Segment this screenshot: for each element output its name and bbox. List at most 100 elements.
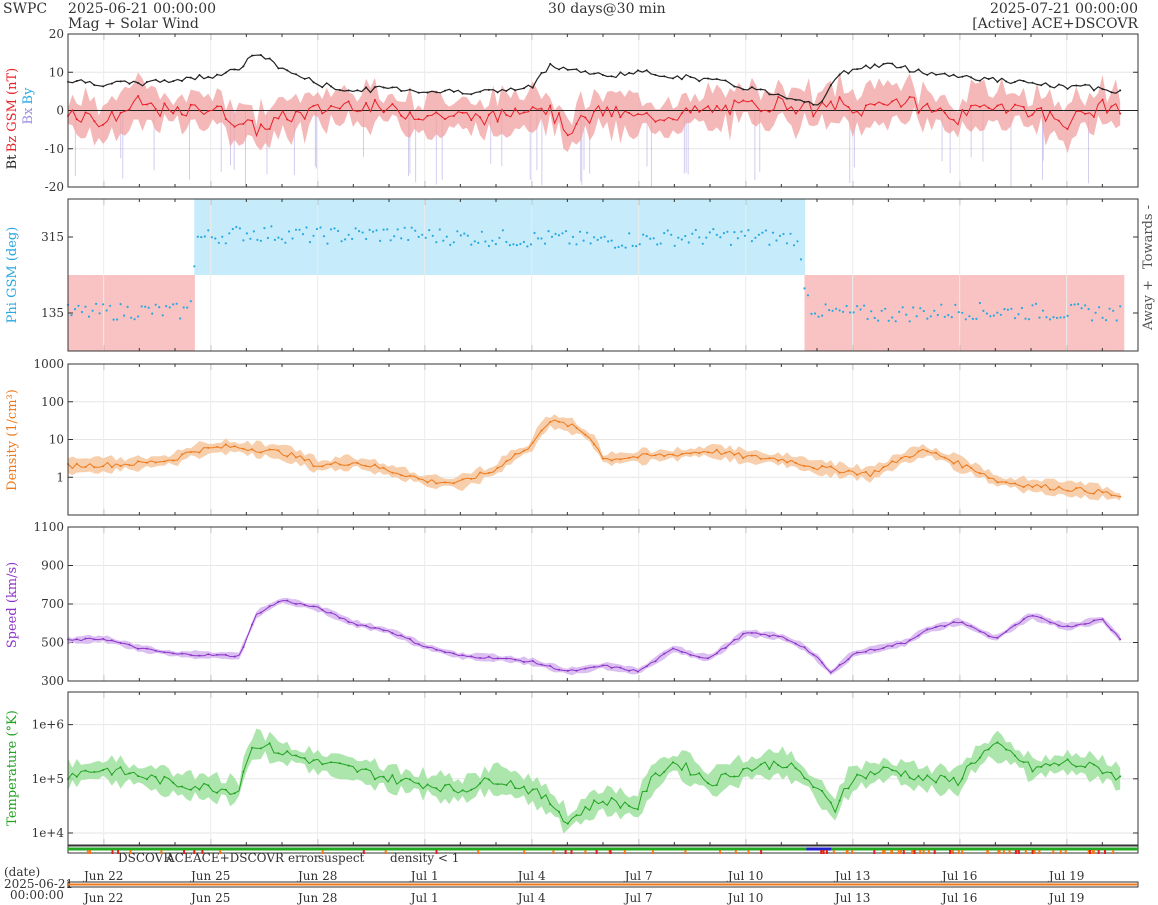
density-point	[584, 433, 587, 436]
temperature-point	[330, 761, 332, 764]
bt-point	[1119, 89, 1122, 92]
density-point	[409, 474, 411, 477]
phi-away-shade	[166, 275, 171, 351]
phi-away-shade	[1113, 275, 1118, 351]
date-tick-label: Jul 4	[516, 869, 546, 883]
phi-toward-shade	[260, 199, 265, 275]
phi-point	[438, 228, 441, 231]
phi-point	[887, 319, 890, 322]
density-point	[356, 461, 359, 464]
temperature-point	[198, 788, 201, 791]
phi-point	[642, 233, 645, 236]
phi-toward-shade	[471, 199, 476, 275]
phi-away-shade	[152, 275, 157, 351]
phi-point	[382, 228, 385, 231]
phi-toward-shade	[797, 199, 802, 275]
phi-point	[326, 242, 329, 245]
temperature-point	[864, 777, 867, 780]
phi-away-shade	[1018, 275, 1023, 351]
bz-point	[917, 111, 920, 114]
speed-point	[1084, 623, 1087, 625]
phi-point	[775, 239, 778, 242]
legend-suspect: suspect	[318, 851, 365, 865]
speed-point	[400, 634, 403, 637]
phi-point	[123, 314, 126, 317]
phi-away-shade	[927, 275, 932, 351]
phi-point	[459, 234, 462, 237]
temperature-point	[128, 772, 131, 775]
bt-point	[189, 76, 192, 79]
bz-point	[1013, 103, 1016, 106]
temperature-point	[1092, 763, 1095, 766]
date-tick-label: Jul 13	[833, 869, 870, 883]
density-point	[593, 443, 596, 446]
phi-point	[112, 318, 115, 321]
phi-away-shade	[983, 275, 988, 351]
bt-point	[961, 75, 964, 78]
density-point	[838, 471, 841, 474]
bt-point	[733, 85, 736, 88]
phi-point	[736, 237, 740, 240]
phi-away-shade	[1053, 275, 1058, 351]
phi-point	[568, 242, 571, 245]
bz-point	[373, 98, 376, 101]
phi-point	[729, 243, 733, 246]
phi-point	[898, 310, 901, 313]
phi-away-shade	[937, 275, 942, 351]
phi-point	[1024, 317, 1027, 320]
density-point	[163, 460, 166, 463]
temperature-point	[987, 748, 990, 751]
phi-toward-shade	[446, 199, 451, 275]
phi-toward-shade	[562, 199, 567, 275]
bt-point	[496, 91, 499, 94]
temperature-point	[698, 772, 701, 775]
density-point	[400, 474, 403, 477]
phi-away-shade	[155, 275, 160, 351]
bt-point	[522, 87, 525, 90]
temperature-point	[1040, 765, 1043, 768]
speed-point	[987, 635, 990, 638]
speed-point	[698, 656, 701, 659]
temperature-point	[689, 773, 692, 776]
speed-point	[970, 625, 973, 628]
phi-away-shade	[836, 275, 841, 351]
bz-point	[505, 114, 508, 117]
phi-toward-shade	[794, 199, 799, 275]
phi-point	[543, 242, 547, 245]
speed-point	[259, 611, 262, 614]
phi-point	[442, 239, 445, 242]
phi-toward-shade	[611, 199, 616, 275]
phi-point	[358, 230, 361, 233]
speed-point	[479, 657, 482, 659]
phi-point	[1091, 319, 1094, 322]
bt-point	[724, 79, 727, 82]
phi-point	[315, 227, 319, 231]
phi-toward-shade	[580, 199, 585, 275]
bz-point	[172, 112, 175, 115]
phi-toward-shade	[460, 199, 465, 275]
mag-ytick: 0	[56, 104, 64, 118]
status-flag	[890, 850, 893, 854]
bz-point	[540, 107, 543, 110]
phi-away-shade	[1060, 275, 1065, 351]
speed-point	[1110, 628, 1113, 631]
temperature-point	[93, 771, 96, 773]
phi-point	[203, 235, 206, 238]
speed-point	[1040, 616, 1043, 619]
phi-toward-shade	[425, 199, 430, 275]
phi-point	[792, 244, 796, 247]
bz-point	[356, 110, 359, 113]
bt-point	[540, 71, 543, 74]
temperature-point	[400, 779, 403, 782]
phi-toward-shade	[755, 199, 760, 275]
temperature-point	[856, 773, 859, 776]
bz-point	[575, 122, 578, 125]
phi-toward-shade	[387, 199, 392, 275]
phi-point	[421, 233, 424, 236]
phi-away-shade	[180, 275, 185, 351]
phi-away-shade	[920, 275, 925, 351]
speed-point	[321, 608, 324, 611]
bt-point	[417, 91, 420, 94]
phi-away-shade	[990, 275, 995, 351]
phi-away-shade	[979, 275, 984, 351]
